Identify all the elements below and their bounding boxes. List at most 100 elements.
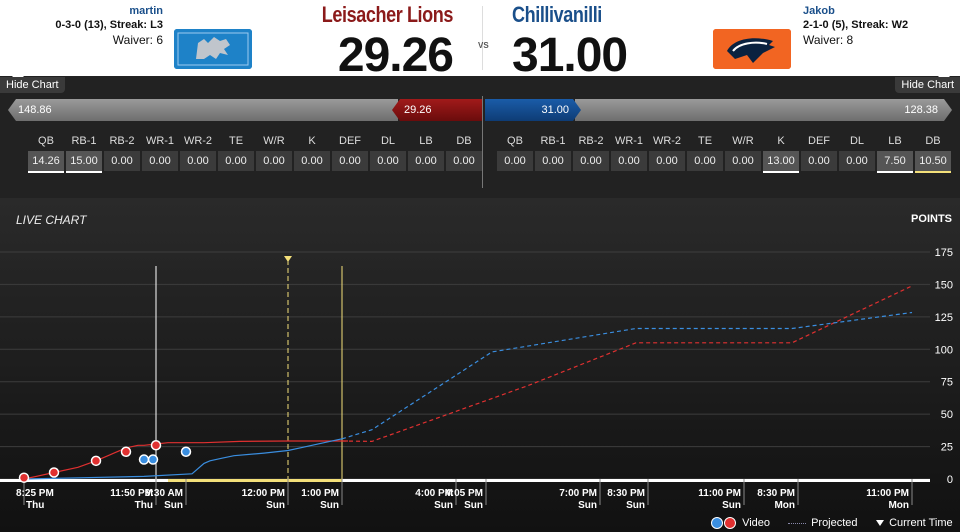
home-score: 29.26 xyxy=(337,29,454,82)
video-highlight-dot[interactable] xyxy=(147,454,159,465)
position-score: 0.00 xyxy=(408,151,444,171)
series-line-away-actual xyxy=(23,438,343,480)
position-score: 13.00 xyxy=(763,151,799,173)
center-divider xyxy=(482,96,483,188)
x-tick-day: Sun xyxy=(464,500,483,511)
position-score: 7.50 xyxy=(877,151,913,173)
y-tick-label: 175 xyxy=(935,247,953,259)
position-score: 0.00 xyxy=(611,151,647,171)
header-divider xyxy=(482,6,483,70)
home-pos-dl: DL 0.00 xyxy=(370,133,406,171)
video-highlight-dot[interactable] xyxy=(180,446,192,458)
position-score: 0.00 xyxy=(573,151,609,171)
position-label: DL xyxy=(849,135,865,147)
position-score: 0.00 xyxy=(104,151,140,171)
live-chart-panel xyxy=(0,198,960,532)
away-projected-value: 128.38 xyxy=(904,104,938,116)
home-projected-bar: 148.86 xyxy=(8,99,398,121)
legend-video-label: Video xyxy=(742,517,770,529)
away-pos-wr: W/R 0.00 xyxy=(725,133,761,171)
position-score: 0.00 xyxy=(839,151,875,171)
x-tick-day: Sun xyxy=(320,500,339,511)
hide-chart-button-left[interactable]: Hide Chart xyxy=(0,77,65,93)
projection-bar-row: 148.86 29.26 128.38 31.00 xyxy=(0,99,960,121)
away-projected-bar: 128.38 xyxy=(575,99,952,121)
position-label: LB xyxy=(419,135,433,147)
current-time-marker-icon[interactable] xyxy=(284,256,292,262)
home-pos-rb2: RB-2 0.00 xyxy=(104,133,140,171)
home-streak: L3 xyxy=(150,19,163,31)
home-waiver: Waiver: 6 xyxy=(112,33,163,47)
x-tick-day: Sun xyxy=(164,500,183,511)
broncos-logo-icon[interactable] xyxy=(713,29,791,69)
away-owner-name[interactable]: Jakob xyxy=(803,5,835,17)
away-bar-score: 31.00 xyxy=(541,104,569,116)
position-label: W/R xyxy=(732,135,754,147)
position-score: 0.00 xyxy=(142,151,178,171)
position-score: 0.00 xyxy=(218,151,254,171)
position-label: DL xyxy=(380,135,396,147)
series-line-away-projected xyxy=(341,311,913,440)
position-score: 0.00 xyxy=(649,151,685,171)
away-pos-te: TE 0.00 xyxy=(687,133,723,171)
home-pos-rb1: RB-1 15.00 xyxy=(66,133,102,173)
position-score: 0.00 xyxy=(725,151,761,171)
away-pos-rb1: RB-1 0.00 xyxy=(535,133,571,171)
y-tick-label: 125 xyxy=(935,312,953,324)
projected-line-icon xyxy=(788,522,806,524)
home-pos-wr: W/R 0.00 xyxy=(256,133,292,171)
home-team-name[interactable]: Leisacher Lions xyxy=(321,2,454,27)
x-tick-day: Sun xyxy=(722,500,741,511)
video-red-icon xyxy=(724,517,736,530)
home-pos-k: K 0.00 xyxy=(294,133,330,171)
series-line-home-actual xyxy=(23,440,348,480)
y-tick-label: 25 xyxy=(941,442,953,454)
away-streak: W2 xyxy=(891,19,909,31)
video-highlight-dot[interactable] xyxy=(90,455,102,467)
away-pos-qb: QB 0.00 xyxy=(497,133,533,171)
video-highlight-dot[interactable] xyxy=(120,446,132,458)
home-pos-wr2: WR-2 0.00 xyxy=(180,133,216,171)
home-owner-info: martin 0-3-0 (13), Streak: L3 Waiver: 6 xyxy=(3,4,163,47)
position-label: LB xyxy=(888,135,902,147)
position-score: 0.00 xyxy=(370,151,406,171)
position-label: RB-2 xyxy=(578,135,604,147)
position-label: DEF xyxy=(339,135,361,147)
away-team-name[interactable]: Chillivanilli xyxy=(512,2,602,27)
caret-up-icon xyxy=(12,71,24,77)
chart-title: LIVE CHART xyxy=(16,213,87,227)
position-score: 14.26 xyxy=(28,151,64,173)
x-tick-time: 11:50 PM xyxy=(110,488,153,499)
position-label: DEF xyxy=(808,135,830,147)
home-pos-def: DEF 0.00 xyxy=(332,133,368,171)
x-tick-time: 8:25 PM xyxy=(16,488,54,499)
home-owner-name[interactable]: martin xyxy=(129,5,163,17)
position-label: WR-1 xyxy=(145,135,175,147)
position-label: W/R xyxy=(263,135,285,147)
video-highlight-dot[interactable] xyxy=(48,467,60,478)
video-highlight-dot[interactable] xyxy=(138,454,150,465)
away-score-bar: 31.00 xyxy=(485,99,581,121)
away-waiver: Waiver: 8 xyxy=(803,33,854,47)
position-score: 10.50 xyxy=(915,151,951,173)
position-label: RB-2 xyxy=(109,135,135,147)
legend-projected-label: Projected xyxy=(811,517,858,529)
video-highlight-dot[interactable] xyxy=(18,472,30,483)
x-tick-time: 8:30 PM xyxy=(757,488,795,499)
x-tick-time: 12:00 PM xyxy=(242,488,285,499)
away-pos-db: DB 10.50 xyxy=(915,133,951,173)
lions-logo-icon[interactable] xyxy=(174,29,252,69)
position-label: QB xyxy=(507,135,523,147)
video-highlight-dot[interactable] xyxy=(150,440,162,451)
away-pos-dl: DL 0.00 xyxy=(839,133,875,171)
home-pos-db: DB 0.00 xyxy=(446,133,482,171)
x-tick-time: 4:00 PM xyxy=(415,488,453,499)
x-tick-day: Sun xyxy=(626,500,645,511)
hide-chart-button-right[interactable]: Hide Chart xyxy=(895,77,960,93)
position-label: WR-2 xyxy=(652,135,682,147)
x-tick-day: Thu xyxy=(135,500,153,511)
legend-current-time-label: Current Time xyxy=(889,517,953,529)
position-label: QB xyxy=(38,135,54,147)
y-tick-label: 150 xyxy=(935,279,953,291)
